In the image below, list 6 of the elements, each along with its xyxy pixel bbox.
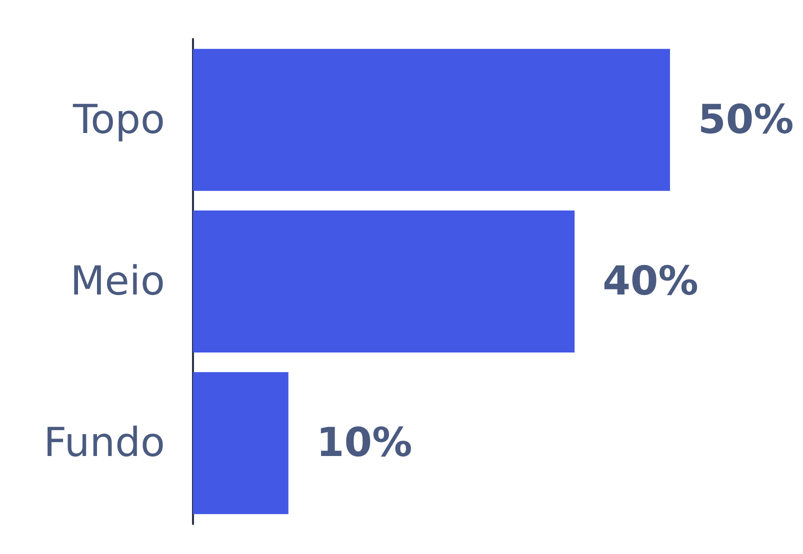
y-tick-label: Fundo bbox=[44, 420, 165, 466]
data-label: 40% bbox=[602, 258, 698, 304]
data-label: 10% bbox=[316, 420, 412, 466]
y-tick-label: Meio bbox=[70, 258, 165, 304]
data-label: 50% bbox=[698, 96, 794, 143]
y-tick-label: Topo bbox=[72, 96, 165, 143]
